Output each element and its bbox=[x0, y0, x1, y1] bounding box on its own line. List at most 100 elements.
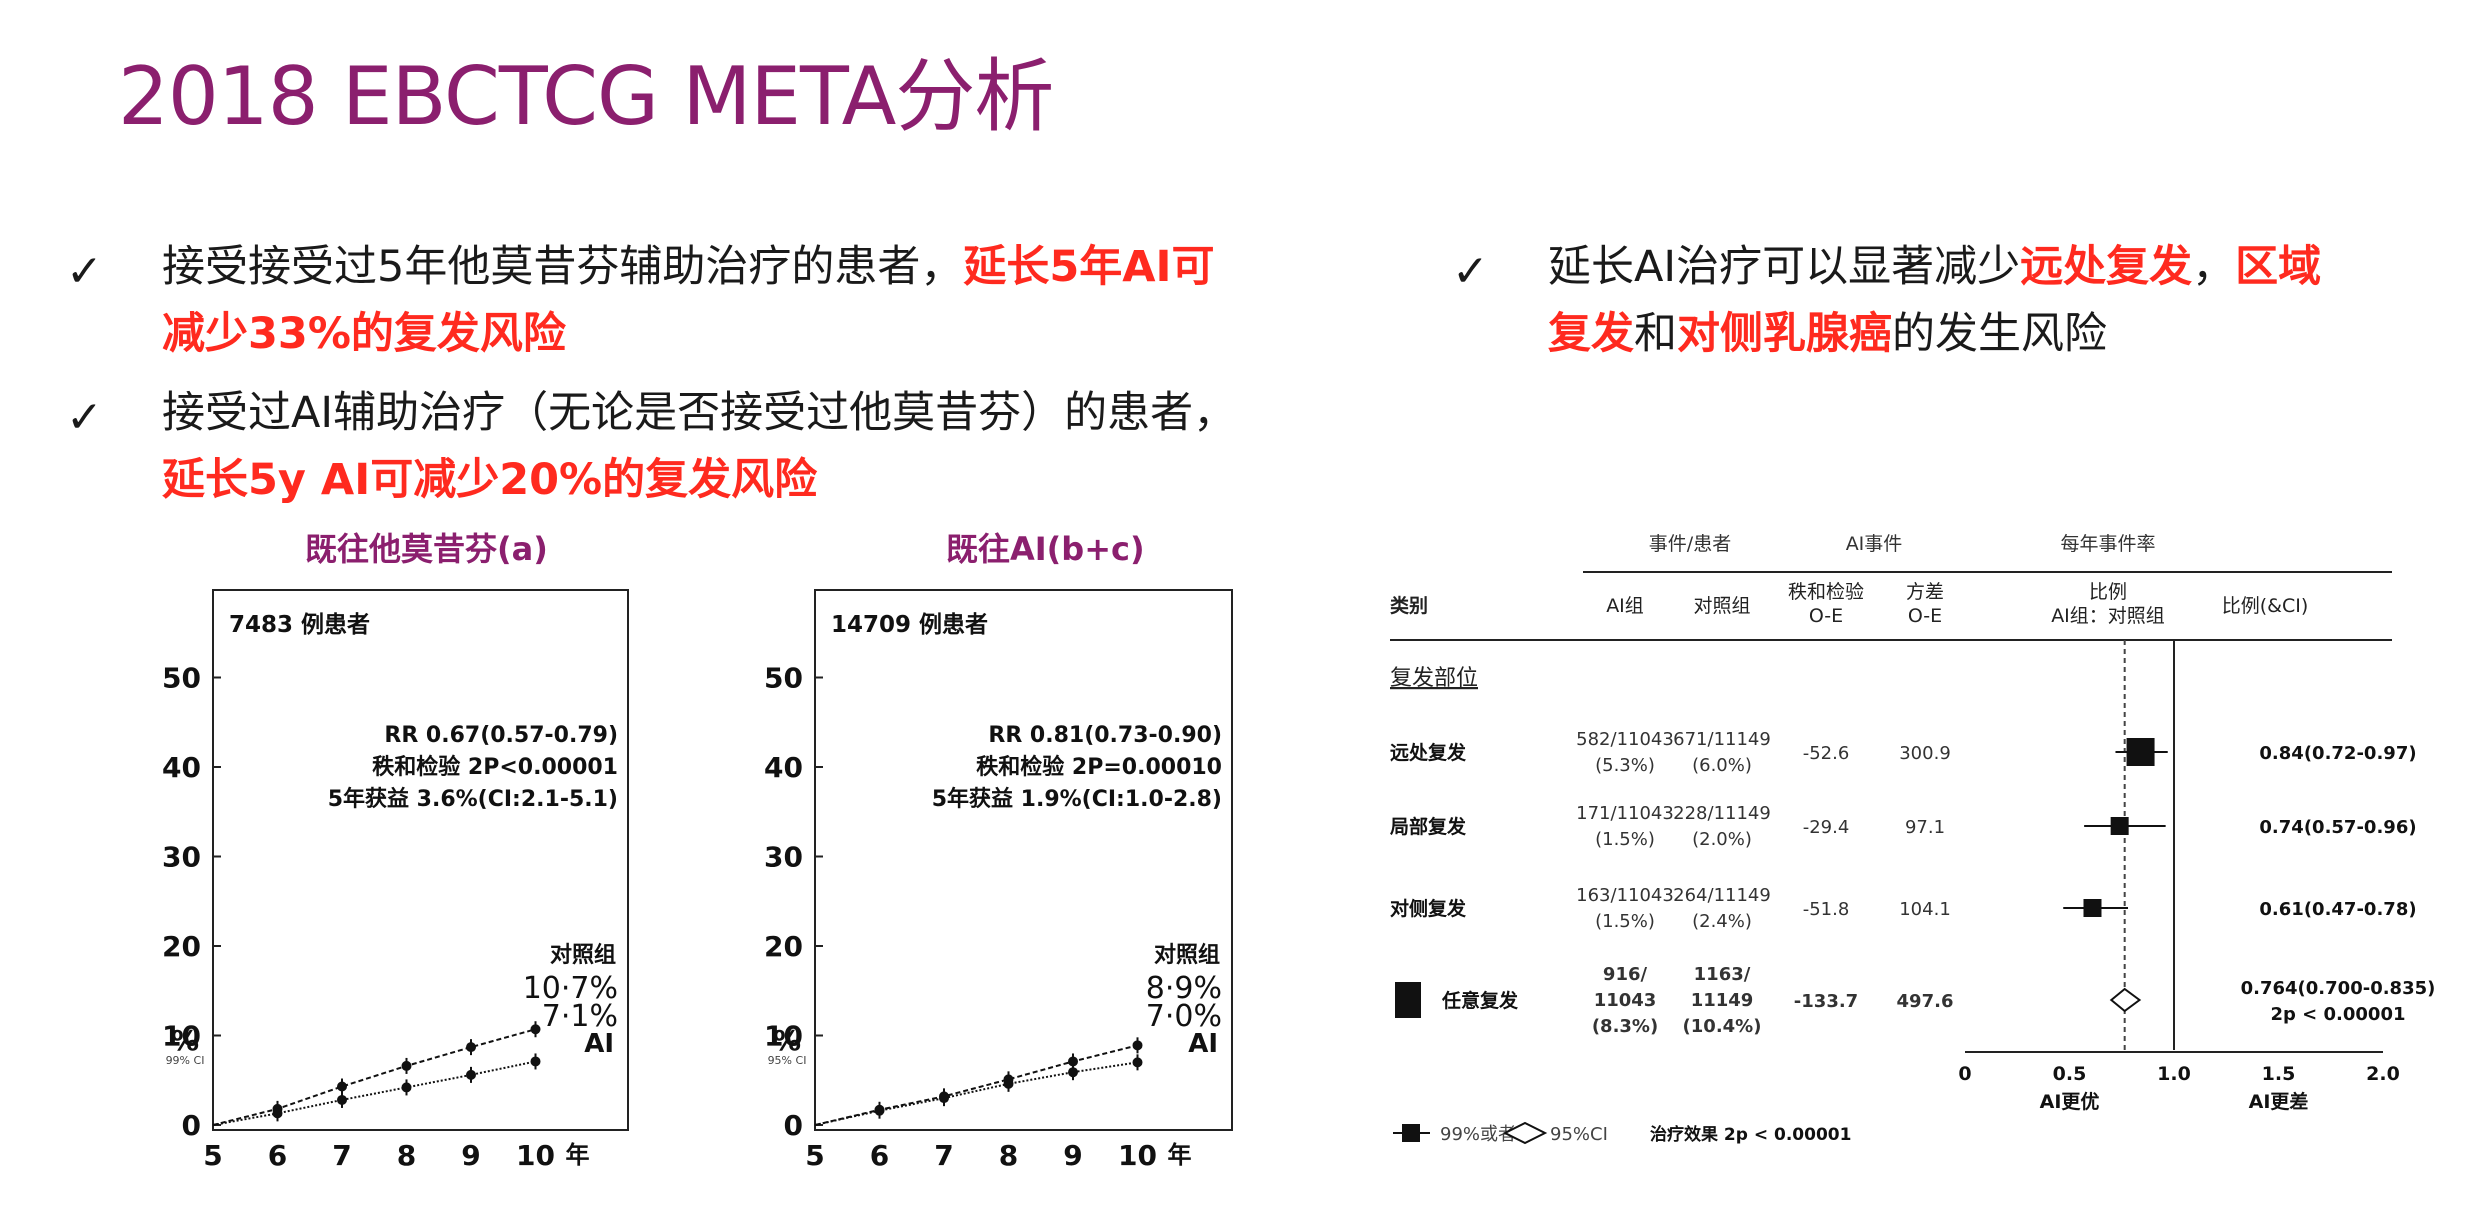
row-oe: -51.8 bbox=[1803, 899, 1850, 920]
data-point bbox=[337, 1094, 347, 1105]
row-value: 264/11149 bbox=[1673, 885, 1771, 906]
series-line-ai bbox=[814, 1061, 1138, 1126]
estimate-square bbox=[2110, 817, 2129, 835]
row-value: (10.4%) bbox=[1683, 1016, 1762, 1037]
bullet-2-line-2: 延长5y AI可减少20%的复发风险 bbox=[162, 455, 818, 505]
favours-left-label: AI更优 bbox=[2040, 1090, 2100, 1113]
patients-label: 14709 例患者 bbox=[831, 611, 988, 638]
x-tick-label: 10 bbox=[1118, 1139, 1157, 1172]
check-icon: ✓ bbox=[66, 246, 103, 297]
x-tick-label: 6 bbox=[870, 1139, 889, 1172]
column-header: 比例(&CI) bbox=[2222, 595, 2309, 617]
y-tick-label: 0 bbox=[784, 1109, 803, 1142]
plot-frame bbox=[814, 589, 1233, 1131]
row-value: 228/11149 bbox=[1673, 803, 1771, 824]
column-header: 类别 bbox=[1390, 594, 1428, 617]
right-bullet-line-1: 延长AI治疗可以显著减少远处复发，区域 bbox=[1548, 236, 2321, 298]
data-point bbox=[1068, 1056, 1078, 1067]
data-point bbox=[272, 1108, 283, 1119]
row-ratio-ci: 2p < 0.00001 bbox=[2270, 1004, 2405, 1025]
forest-x-tick-label: 1.5 bbox=[2262, 1063, 2296, 1085]
forest-x-tick-label: 0.5 bbox=[2053, 1063, 2087, 1085]
column-header: AI组：对照组 bbox=[2051, 605, 2165, 627]
data-point bbox=[874, 1105, 885, 1116]
row-variance: 97.1 bbox=[1905, 817, 1945, 838]
y-tick-label: 20 bbox=[764, 930, 803, 963]
legend-text-2: 95%CI bbox=[1550, 1124, 1608, 1145]
row-ratio-ci: 0.74(0.57-0.96) bbox=[2259, 817, 2416, 838]
data-point bbox=[466, 1042, 476, 1053]
chart-a-caption: 既往他莫昔芬(a) bbox=[305, 530, 548, 568]
column-header: 对照组 bbox=[1693, 595, 1750, 617]
row-label: 远处复发 bbox=[1390, 741, 1467, 764]
data-point bbox=[939, 1093, 949, 1104]
check-icon: ✓ bbox=[66, 392, 103, 443]
total-marker bbox=[1395, 982, 1421, 1018]
data-point bbox=[401, 1060, 412, 1071]
bullet-2-line-1: 接受过AI辅助治疗（无论是否接受过他莫昔芬）的患者， bbox=[162, 388, 1237, 438]
estimate-square bbox=[2126, 738, 2155, 766]
row-variance: 104.1 bbox=[1899, 899, 1951, 920]
right-text-4: 区域 bbox=[2235, 242, 2322, 292]
patients-label: 7483 例患者 bbox=[229, 611, 370, 638]
treatment-effect-label: 治疗效果 2p < 0.00001 bbox=[1650, 1124, 1851, 1145]
stat-label: 5年获益 1.9%(CI:1.0-2.8) bbox=[932, 786, 1222, 812]
data-point bbox=[337, 1081, 347, 1092]
row-value: (2.0%) bbox=[1692, 829, 1752, 850]
bullet-1-line-2: 减少33%的复发风险 bbox=[162, 309, 566, 359]
data-point bbox=[530, 1024, 541, 1035]
row-value: 163/11043 bbox=[1576, 885, 1674, 906]
row-oe: -29.4 bbox=[1803, 817, 1850, 838]
row-label: 对侧复发 bbox=[1390, 897, 1467, 920]
bullet-1-text-b: 延长5年AI可 bbox=[963, 242, 1215, 292]
series-line-control bbox=[814, 1044, 1138, 1126]
control-end-value: 10·7% bbox=[523, 971, 618, 1006]
control-end-value: 8·9% bbox=[1146, 971, 1222, 1006]
y-tick-label: 10 bbox=[162, 1020, 201, 1053]
legend-diamond bbox=[1502, 1121, 1548, 1145]
y-tick-label: 30 bbox=[162, 841, 201, 874]
total-diamond bbox=[2109, 987, 2142, 1013]
row-oe: -133.7 bbox=[1794, 991, 1858, 1012]
bullet-1-line-1: 接受接受过5年他莫昔芬辅助治疗的患者，延长5年AI可 bbox=[162, 236, 1215, 298]
column-header: AI组 bbox=[1606, 595, 1644, 617]
x-tick-label: 5 bbox=[203, 1139, 222, 1172]
legend-square bbox=[1402, 1124, 1420, 1142]
y-axis-label: % bbox=[773, 1024, 801, 1057]
header-group-label: 每年事件率 bbox=[2060, 533, 2155, 555]
row-value: (6.0%) bbox=[1692, 755, 1752, 776]
forest-x-tick-label: 1.0 bbox=[2157, 1063, 2191, 1085]
right-text-6: 和 bbox=[1634, 309, 1677, 359]
right-text-5: 复发 bbox=[1548, 309, 1634, 359]
y-tick-label: 0 bbox=[182, 1109, 201, 1142]
row-ratio-ci: 0.84(0.72-0.97) bbox=[2259, 743, 2416, 764]
ai-end-value: 7·1% bbox=[542, 999, 618, 1034]
right-text-2: 远处复发 bbox=[2020, 242, 2193, 292]
series-line-control bbox=[212, 1028, 536, 1126]
plot-frame bbox=[212, 589, 629, 1131]
stat-label: RR 0.67(0.57-0.79) bbox=[384, 723, 618, 748]
ci-label: 95% CI bbox=[768, 1054, 807, 1067]
header-group-label: AI事件 bbox=[1846, 533, 1903, 555]
row-variance: 497.6 bbox=[1897, 991, 1954, 1012]
y-tick-label: 10 bbox=[764, 1020, 803, 1053]
row-value: (1.5%) bbox=[1595, 911, 1655, 932]
column-header: 方差 bbox=[1906, 581, 1944, 603]
y-tick-label: 20 bbox=[162, 930, 201, 963]
row-ratio-ci: 0.61(0.47-0.78) bbox=[2259, 899, 2416, 920]
x-tick-label: 8 bbox=[397, 1139, 416, 1172]
row-value: 171/11043 bbox=[1576, 803, 1674, 824]
stat-label: 秩和检验 2P=0.00010 bbox=[976, 754, 1222, 780]
favours-right-label: AI更差 bbox=[2249, 1090, 2309, 1113]
ai-group-label: AI bbox=[1188, 1029, 1218, 1059]
row-value: 916/ bbox=[1603, 964, 1648, 985]
check-icon: ✓ bbox=[1452, 246, 1489, 297]
x-tick-label: 7 bbox=[934, 1139, 953, 1172]
right-text-1: 延长AI治疗可以显著减少 bbox=[1548, 242, 2021, 292]
row-value: (1.5%) bbox=[1595, 829, 1655, 850]
row-value: 582/11043 bbox=[1576, 729, 1674, 750]
x-tick-label: 8 bbox=[999, 1139, 1018, 1172]
ai-end-value: 7·0% bbox=[1146, 999, 1222, 1034]
series-line-ai bbox=[212, 1060, 536, 1126]
